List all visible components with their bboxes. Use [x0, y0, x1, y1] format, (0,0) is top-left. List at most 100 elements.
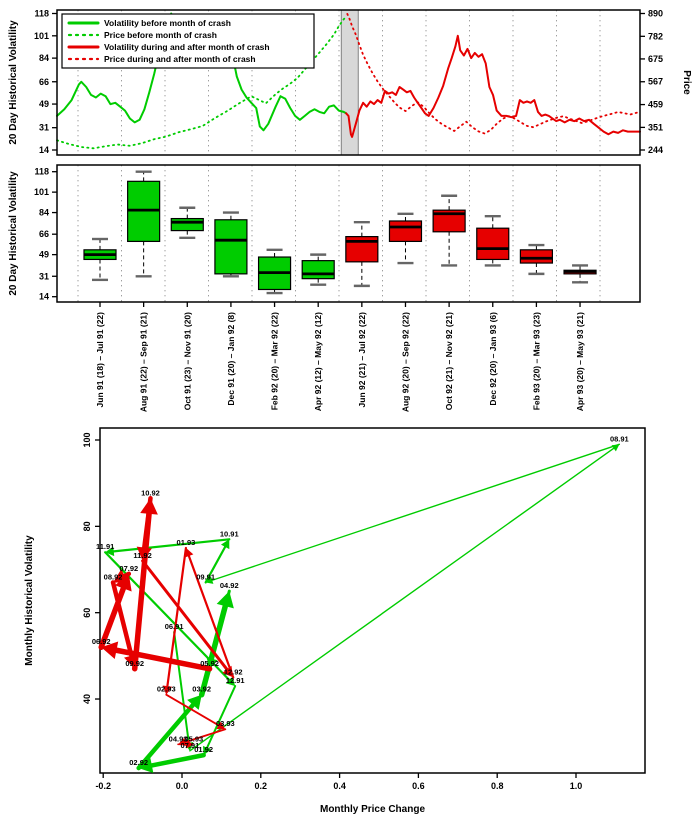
point-label-08.92: 08.92 — [104, 572, 123, 581]
box — [301, 260, 335, 280]
y2-axis-title: Price — [681, 70, 692, 95]
y2-tick-label: 567 — [648, 77, 663, 87]
x-tick-label: Oct 92 (21) – Nov 92 (21) — [444, 312, 454, 410]
x-tick-label: Apr 92 (12) – May 92 (12) — [313, 312, 323, 411]
legend-label: Volatility during and after month of cra… — [104, 42, 270, 52]
legend-label: Price before month of crash — [104, 30, 217, 40]
transition-07.91-to-08.91 — [189, 447, 615, 752]
y-tick-label: 101 — [34, 187, 49, 197]
x-tick-label: 1.0 — [570, 781, 583, 791]
point-label-03.92: 03.92 — [192, 685, 211, 694]
x-tick-label: 0.0 — [176, 781, 189, 791]
x-tick-label: Apr 93 (20) – May 93 (21) — [575, 312, 585, 411]
y-tick-label: 66 — [39, 77, 49, 87]
point-label-02.93: 02.93 — [157, 685, 176, 694]
point-label-07.91: 07.91 — [180, 741, 199, 750]
point-label-02.92: 02.92 — [129, 758, 148, 767]
volatility-during-after-series — [345, 34, 641, 138]
y-tick-label: 31 — [39, 271, 49, 281]
plot-border — [56, 9, 641, 156]
crash-month-band — [340, 9, 359, 156]
arrowhead — [138, 757, 154, 773]
point-label-05.92: 05.92 — [200, 659, 219, 668]
arrowhead — [220, 539, 230, 550]
box — [170, 217, 204, 232]
y-tick-label: 14 — [39, 145, 49, 155]
box — [432, 209, 466, 233]
transition-02.92-to-03.92 — [136, 702, 196, 771]
arrowhead — [105, 546, 115, 557]
x-tick-label: Feb 92 (20) – Mar 92 (22) — [270, 312, 280, 410]
point-label-12.92: 12.92 — [224, 667, 243, 676]
x-tick-label: Jun 92 (21) – Jul 92 (22) — [357, 312, 367, 408]
legend-box — [61, 13, 315, 69]
y-tick-label: 118 — [34, 167, 49, 177]
point-label-04.92: 04.92 — [220, 581, 239, 590]
x-tick-label: Aug 92 (20) – Sep 92 (22) — [400, 312, 410, 412]
point-label-07.92: 07.92 — [119, 564, 138, 573]
point-label-10.91: 10.91 — [220, 529, 239, 538]
point-label-06.92: 06.92 — [92, 637, 111, 646]
y-tick-label: 100 — [82, 432, 92, 447]
y-tick-label: 118 — [34, 9, 49, 19]
y-tick-label: 66 — [39, 229, 49, 239]
arrowhead — [202, 745, 212, 756]
x-tick-label: Feb 93 (20) – Mar 93 (23) — [531, 312, 541, 410]
box — [214, 219, 248, 275]
transition-06.91-to-07.91 — [173, 631, 190, 744]
x-tick-label: -0.2 — [95, 781, 111, 791]
box — [388, 220, 423, 243]
arrowhead — [115, 573, 132, 592]
y-axis-title: 20 Day Historical Volatility — [8, 20, 19, 145]
y-axis-title: 20 Day Historical Volatility — [8, 171, 19, 296]
y-tick-label: 84 — [39, 53, 49, 63]
transition-09.91-to-10.91 — [204, 545, 227, 584]
point-label-06.91: 06.91 — [165, 622, 184, 631]
box — [519, 249, 554, 264]
arrowhead — [136, 546, 152, 561]
x-tick-label: 0.2 — [255, 781, 268, 791]
transition-12.91-to-01.92 — [206, 685, 237, 749]
legend-label: Volatility before month of crash — [104, 18, 231, 28]
point-label-03.93: 03.93 — [216, 719, 235, 728]
plot-border — [99, 427, 646, 774]
volatility-boxplot-panel: Jun 91 (18) – Jul 91 (22) Aug 91 (22) – S… — [8, 164, 641, 412]
arrowhead — [225, 676, 236, 687]
y-tick-label: 49 — [39, 99, 49, 109]
point-label-10.92: 10.92 — [141, 488, 160, 497]
transition-08.92-to-09.92 — [110, 580, 134, 659]
x-tick-label: Oct 91 (23) – Nov 91 (20) — [182, 312, 192, 410]
y2-tick-label: 675 — [648, 54, 663, 64]
transition-06.92-to-07.92 — [98, 585, 127, 650]
legend-label: Price during and after month of crash — [104, 54, 256, 64]
arrowhead — [186, 740, 194, 749]
transition-03.93-to-04.93 — [184, 728, 227, 743]
plot-border — [56, 164, 641, 303]
volatility-price-timeseries-panel: 14 31 49 66 84 101 118 244 351 459 567 675 782 890 20 … — [8, 9, 692, 156]
arrowhead — [101, 641, 119, 659]
y2-tick-label: 244 — [648, 145, 663, 155]
point-label-11.91: 11.91 — [96, 542, 114, 551]
transition-12.92-to-01.93 — [187, 554, 235, 679]
y2-tick-label: 459 — [648, 100, 663, 110]
transition-02.93-to-03.93 — [165, 693, 220, 727]
y-tick-label: 40 — [82, 694, 92, 704]
transition-04.92-to-05.92 — [210, 589, 231, 661]
y-tick-label: 101 — [34, 31, 49, 41]
point-label-11.92: 11.92 — [133, 551, 151, 560]
transition-10.92-to-11.92 — [142, 496, 153, 550]
point-label-12.91: 12.91 — [226, 676, 245, 685]
transition-08.91-to-09.91 — [211, 443, 621, 581]
y2-tick-label: 782 — [648, 31, 663, 41]
y-tick-label: 80 — [82, 521, 92, 531]
arrowhead — [187, 694, 202, 710]
volatility-vs-price-change-phase-panel: 06.91 07.91 08.91 09.91 10.91 11.91 12.91 01.92… — [24, 427, 646, 815]
price-during-after-series — [346, 12, 641, 135]
point-label-05.93: 05.93 — [184, 734, 203, 743]
box — [476, 227, 510, 261]
y-tick-label: 49 — [39, 250, 49, 260]
y-tick-label: 14 — [39, 292, 49, 302]
x-tick-label: Dec 92 (20) – Jan 93 (6) — [488, 312, 498, 406]
arrowhead — [113, 569, 129, 583]
arrowhead — [205, 576, 214, 584]
